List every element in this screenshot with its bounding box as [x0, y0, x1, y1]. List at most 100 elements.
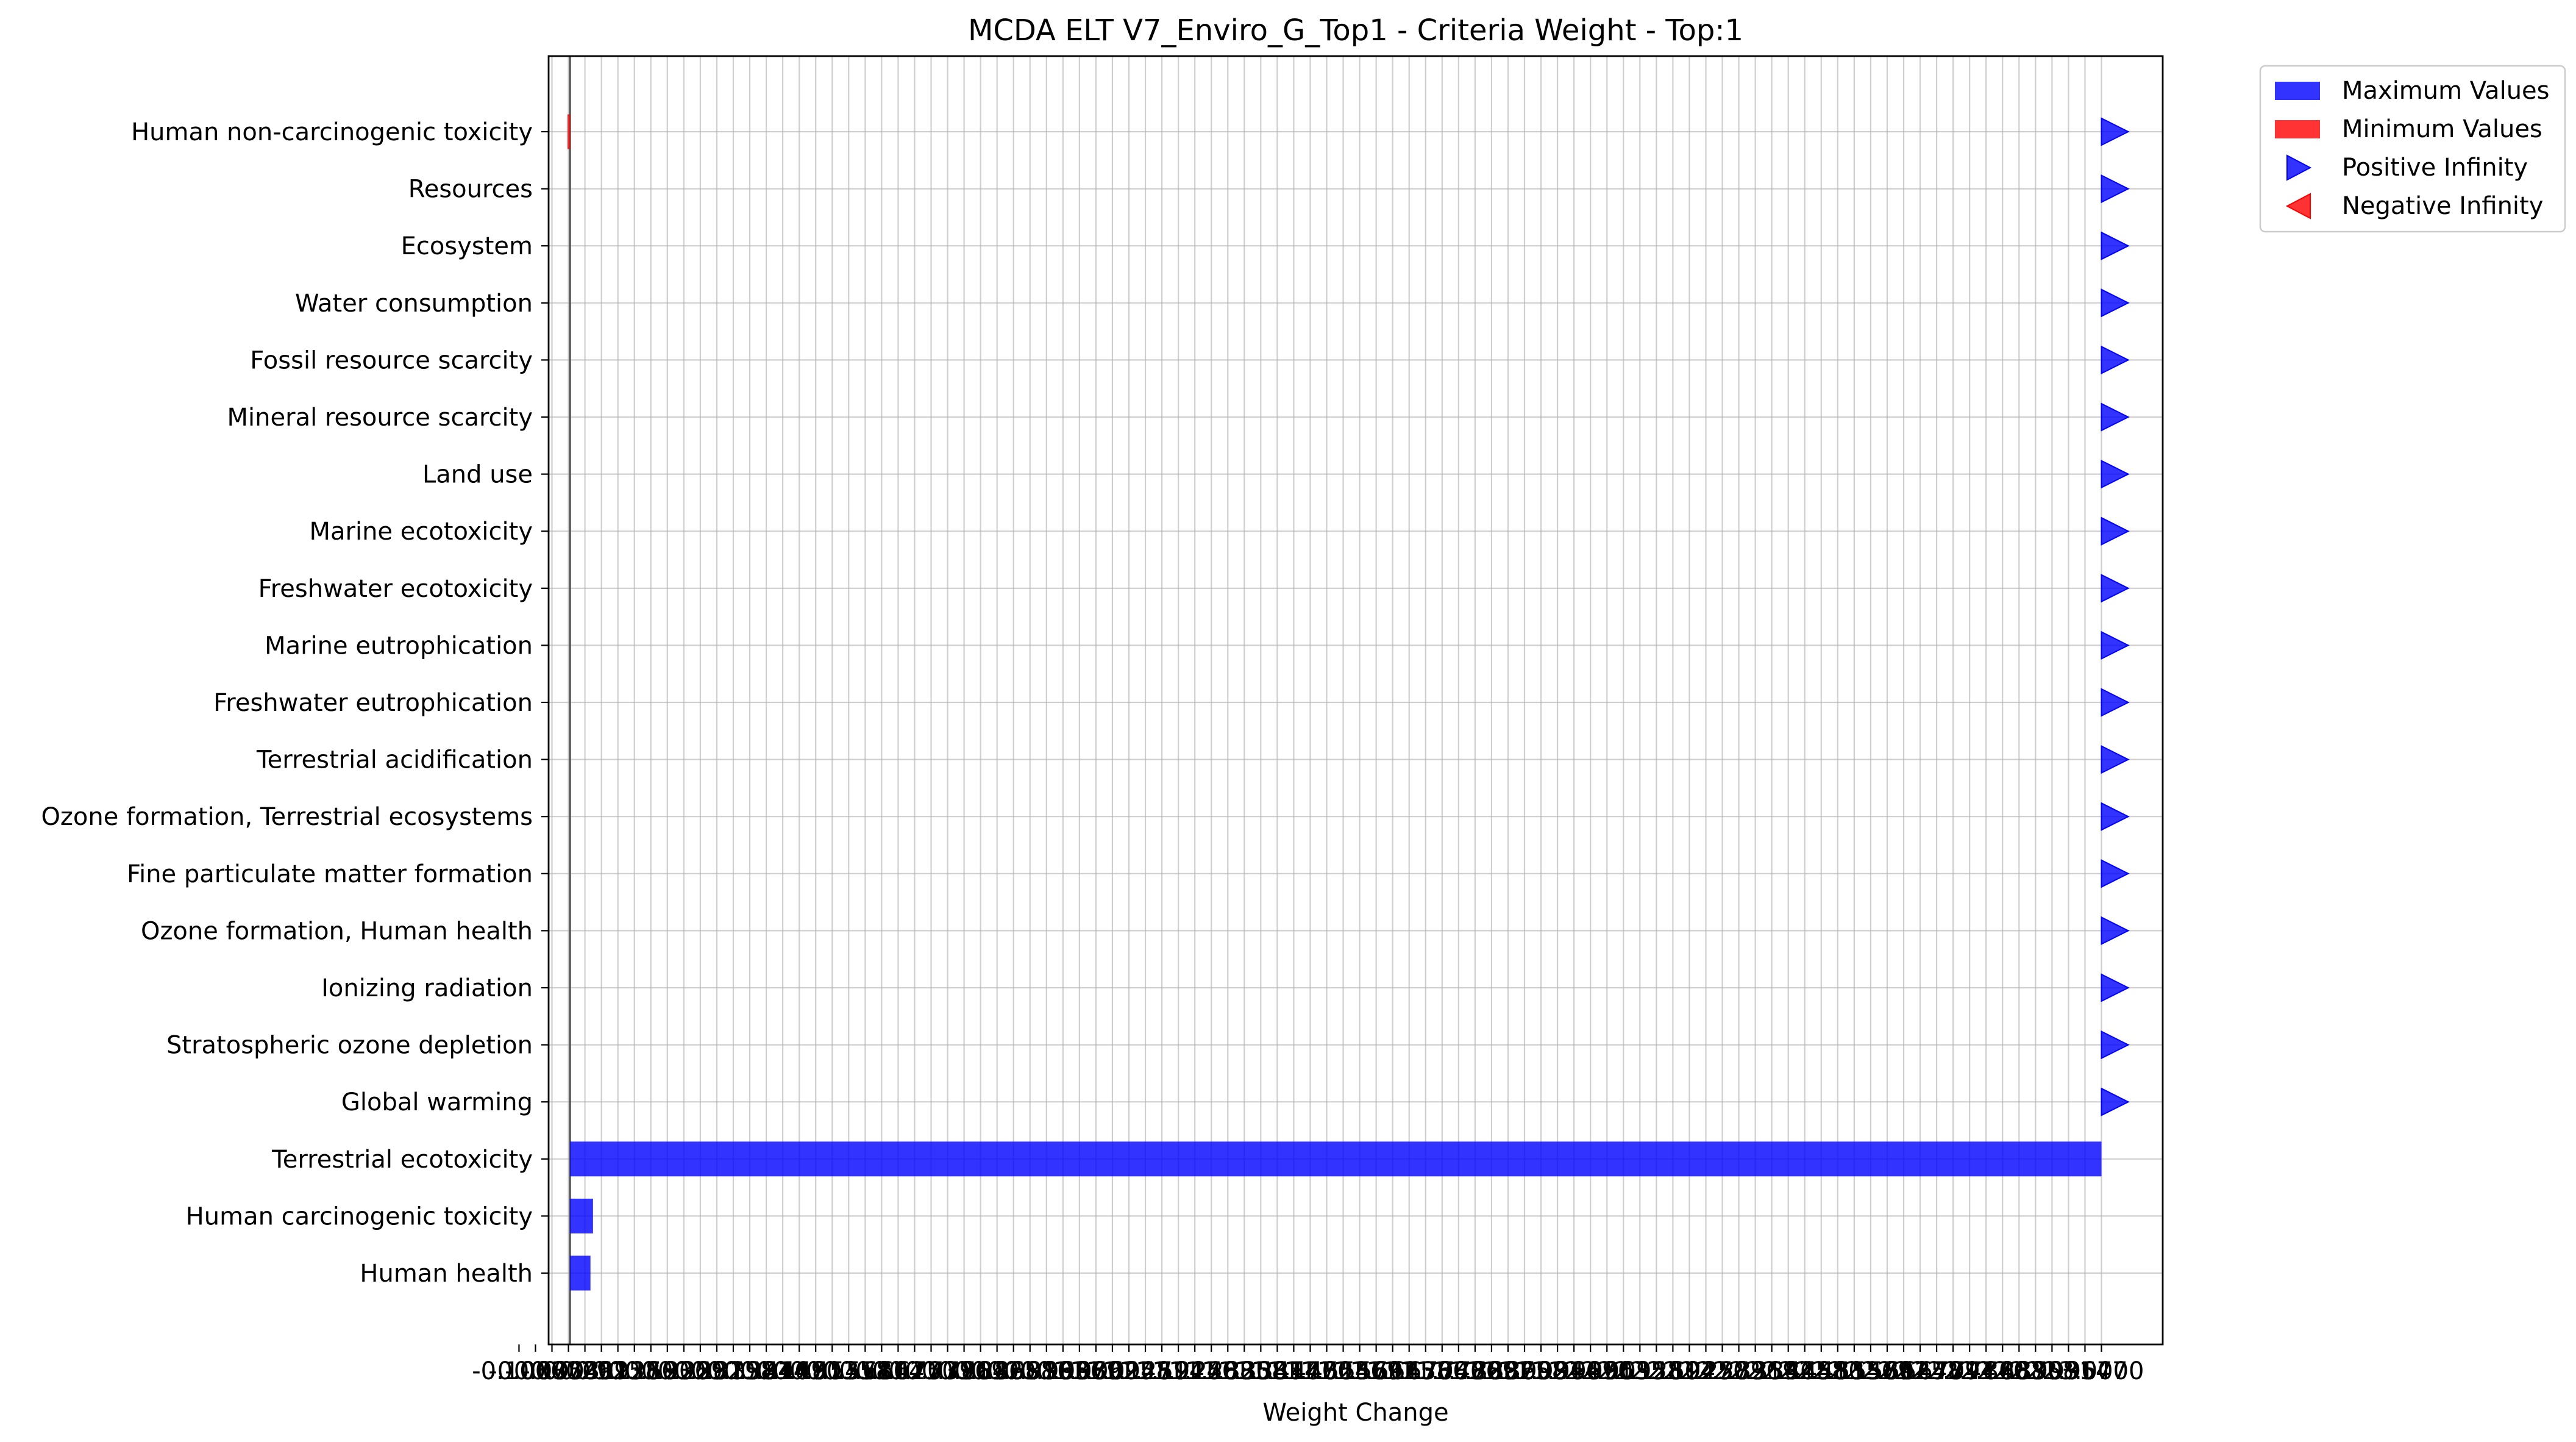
x-axis-label: Weight Change	[1262, 1399, 1448, 1427]
legend-swatch-minimum	[2275, 120, 2320, 138]
x-tick-label: 0.1906	[625, 1357, 710, 1385]
x-tick-label: 2.6448	[1877, 1357, 1963, 1385]
x-tick-label: 2.9677	[2042, 1357, 2127, 1385]
x-tick-label: 0.2552	[658, 1357, 743, 1385]
x-tick-label: 0.0938	[575, 1357, 661, 1385]
x-tick-label: 0.7073	[889, 1357, 974, 1385]
x-tick-label: 1.4500	[1267, 1357, 1353, 1385]
x-tick-label: 0.3844	[724, 1357, 809, 1385]
y-tick-label: Freshwater eutrophication	[213, 689, 533, 717]
x-tick-label: 1.0302	[1053, 1357, 1139, 1385]
positive-infinity-marker	[2101, 402, 2130, 432]
x-tick-label: 1.5469	[1317, 1357, 1403, 1385]
positive-infinity-marker	[2101, 859, 2130, 888]
positive-infinity-marker	[2101, 516, 2130, 546]
x-tick-label: 2.2896	[1696, 1357, 1782, 1385]
x-tick-label: 0.4813	[773, 1357, 858, 1385]
positive-infinity-marker	[2101, 630, 2130, 660]
x-tick-label: 2.9354	[2026, 1357, 2111, 1385]
x-tick-label: 1.9021	[1498, 1357, 1584, 1385]
y-tick-label: Global warming	[341, 1088, 533, 1116]
infinity-markers	[2101, 117, 2130, 1116]
positive-infinity-marker	[2101, 574, 2130, 603]
x-tick-label: 0.9979	[1037, 1357, 1122, 1385]
x-tick-label: 0.4167	[740, 1357, 825, 1385]
x-tick-label: 0.4490	[756, 1357, 842, 1385]
x-tick-label: 1.5792	[1334, 1357, 1419, 1385]
positive-infinity-marker	[2101, 688, 2130, 717]
positive-infinity-marker	[2101, 744, 2130, 774]
y-tick-label: Human health	[360, 1260, 533, 1288]
x-tick-label: 1.6438	[1367, 1357, 1452, 1385]
x-tick-label: 0.8365	[955, 1357, 1040, 1385]
x-tick-label: 2.8708	[1993, 1357, 2078, 1385]
x-tick-label: 0.5781	[822, 1357, 908, 1385]
y-tick-label: Terrestrial ecotoxicity	[271, 1146, 533, 1174]
x-tick-label: 0.3198	[691, 1357, 776, 1385]
y-tick-label: Water consumption	[295, 290, 533, 318]
positive-infinity-marker	[2101, 916, 2130, 946]
x-tick-label: 2.7094	[1910, 1357, 1996, 1385]
x-tick-label-last: 3.0000	[2059, 1357, 2144, 1385]
bars	[567, 114, 2102, 1291]
x-tick-label: 1.8375	[1465, 1357, 1551, 1385]
positive-infinity-marker	[2101, 459, 2130, 489]
x-tick-label: 2.3865	[1746, 1357, 1831, 1385]
x-tick-label: -0.0031	[521, 1357, 615, 1385]
x-tick-label: 1.7083	[1400, 1357, 1485, 1385]
x-tick-label: 2.2573	[1680, 1357, 1765, 1385]
x-tick-label: 1.3208	[1201, 1357, 1287, 1385]
y-tick-label: Fine particulate matter formation	[127, 860, 533, 888]
legend-marker-negative-infinity	[2285, 193, 2311, 220]
x-tick-label: 2.3219	[1713, 1357, 1798, 1385]
bar-maximum	[570, 1255, 591, 1291]
legend-frame	[2259, 65, 2566, 233]
y-tick-label: Land use	[422, 461, 533, 489]
legend-marker-positive-infinity	[2286, 154, 2312, 181]
x-tick-label: 1.9344	[1515, 1357, 1600, 1385]
y-tick-label: Resources	[408, 176, 533, 204]
x-tick-label: 1.8052	[1449, 1357, 1534, 1385]
x-tick-label: 0.9010	[987, 1357, 1073, 1385]
x-tick-label: 1.1594	[1119, 1357, 1204, 1385]
y-tick-label: Marine eutrophication	[265, 632, 533, 660]
x-tick-label: 2.7417	[1927, 1357, 2012, 1385]
y-tick-label: Stratospheric ozone depletion	[166, 1032, 533, 1060]
x-tick-label: 2.1927	[1646, 1357, 1732, 1385]
x-tick-label: 2.0313	[1564, 1357, 1649, 1385]
positive-infinity-marker	[2101, 345, 2130, 375]
x-tick-label: 1.0948	[1086, 1357, 1172, 1385]
x-tick-label: 1.2563	[1169, 1357, 1254, 1385]
x-tick-label: 1.7729	[1432, 1357, 1518, 1385]
legend-label-negative-infinity: Negative Infinity	[2342, 192, 2543, 220]
x-tick-label: 2.8063	[1960, 1357, 2045, 1385]
legend-swatch-maximum	[2275, 82, 2320, 100]
x-tick-label: 0.7719	[922, 1357, 1007, 1385]
y-tick-label: Ecosystem	[401, 232, 533, 260]
x-tick-label: 2.1604	[1630, 1357, 1715, 1385]
y-tick-label: Ionizing radiation	[321, 974, 533, 1002]
positive-infinity-marker	[2101, 117, 2130, 146]
x-tick-label: 0.2875	[674, 1357, 760, 1385]
x-tick-label: 1.1917	[1136, 1357, 1221, 1385]
y-tick-label: Freshwater ecotoxicity	[258, 575, 533, 603]
bar-maximum	[570, 1141, 2102, 1177]
x-tick-label: 0.9333	[1004, 1357, 1089, 1385]
bar-maximum	[570, 1198, 593, 1233]
x-tick-label: 1.9667	[1531, 1357, 1617, 1385]
x-tick-label: 0.1260	[592, 1357, 677, 1385]
x-tick-label: 2.1281	[1614, 1357, 1699, 1385]
x-tick-label: 0.2229	[641, 1357, 727, 1385]
x-tick-label: 0.3521	[707, 1357, 792, 1385]
x-tick-label: 0.7396	[905, 1357, 991, 1385]
positive-infinity-marker	[2101, 174, 2130, 204]
x-tick-label: 1.0625	[1070, 1357, 1155, 1385]
x-tick-label: 2.5479	[1828, 1357, 1913, 1385]
x-tick-label: 1.2240	[1152, 1357, 1237, 1385]
x-tick-label: 1.6115	[1350, 1357, 1436, 1385]
x-tick-label: 1.8698	[1482, 1357, 1567, 1385]
x-tick-label: 2.4510	[1779, 1357, 1864, 1385]
x-tick-label: 0.5135	[789, 1357, 875, 1385]
